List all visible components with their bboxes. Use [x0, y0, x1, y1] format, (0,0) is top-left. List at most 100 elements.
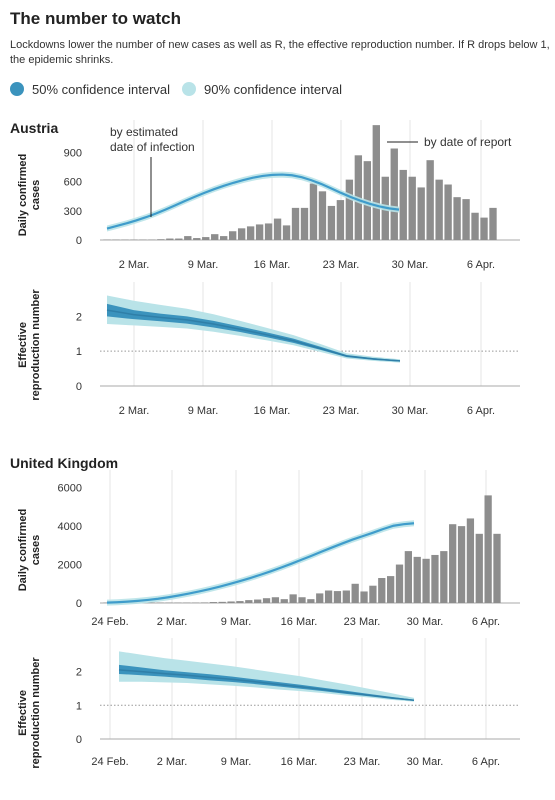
uk-cases-xtick-label: 30 Mar.: [407, 616, 444, 628]
uk-r-xtick-label: 16 Mar.: [281, 756, 318, 768]
uk-cases-bar: [262, 598, 271, 603]
uk-cases-bar: [245, 600, 253, 603]
austria-cases-bar: [175, 238, 183, 240]
uk-cases-bar: [183, 602, 191, 603]
austria-cases-bar: [453, 197, 461, 240]
uk-cases-bar: [440, 551, 448, 603]
austria-cases-infection-line: [106, 173, 400, 230]
uk-cases-bar: [466, 518, 475, 603]
uk-cases-bar: [280, 599, 288, 603]
austria-r-ylabel-line2: reproduction number: [30, 289, 42, 401]
uk-cases-xtick-label: 6 Apr.: [472, 616, 500, 628]
uk-cases-xtick-label: 9 Mar.: [221, 616, 252, 628]
austria-cases-bar: [264, 223, 273, 240]
uk-cases-infection-line: [106, 522, 415, 604]
austria-cases-bar: [103, 239, 111, 240]
legend-ci90-label: 90% confidence interval: [204, 81, 343, 97]
austria-cases-bar: [121, 239, 129, 240]
austria-cases-ytick-label: 0: [76, 235, 82, 247]
uk-cases-ylabel-line2: cases: [30, 535, 42, 566]
uk-cases-bar: [431, 554, 439, 603]
austria-cases-bar: [255, 224, 264, 240]
uk-cases-bar: [360, 591, 368, 603]
austria-cases-bar: [408, 176, 416, 240]
annotation-infection-line1: by estimated: [110, 125, 178, 139]
austria-cases-bar: [372, 125, 380, 240]
uk-cases-bar: [422, 558, 430, 603]
uk-r-ylabel-line1: Effective: [17, 690, 29, 736]
austria-cases-bar: [273, 218, 282, 240]
austria-cases-bar: [444, 184, 452, 240]
austria-cases-bar: [148, 239, 156, 240]
uk-cases-bar: [395, 564, 404, 603]
uk-cases-bar: [493, 533, 501, 603]
austria-cases-bar: [282, 225, 291, 240]
austria-r-ylabel-line1: Effective: [17, 322, 29, 368]
uk-cases-bar: [236, 601, 244, 603]
uk-cases-bar: [342, 590, 350, 603]
uk-r-ci90-band: [119, 651, 414, 702]
austria-cases-ylabel-line2: cases: [30, 180, 42, 211]
austria-cases-bar: [193, 238, 201, 240]
uk-cases-bar: [254, 599, 262, 603]
austria-r-median-line: [106, 309, 401, 362]
uk-cases-xtick-label: 2 Mar.: [157, 616, 188, 628]
austria-cases-bar: [139, 239, 147, 240]
austria-cases-bar: [435, 179, 443, 240]
austria-cases-bar: [345, 179, 354, 240]
uk-cases-ytick-label: 0: [76, 598, 82, 610]
uk-cases-xtick-label: 16 Mar.: [281, 616, 318, 628]
figure-title: The number to watch: [10, 9, 181, 28]
austria-r-ylabel: Effective reproduction number: [17, 289, 42, 401]
uk-cases-bar: [156, 602, 164, 603]
uk-cases-bar: [378, 578, 386, 603]
austria-cases-bar: [130, 239, 138, 240]
uk-cases-bar: [174, 602, 182, 603]
austria-r-ytick-label: 2: [76, 311, 82, 323]
annotation-report-label: by date of report: [424, 135, 512, 149]
austria-cases-ylabel: Daily confirmed cases: [17, 154, 42, 237]
uk-cases-bar: [147, 602, 155, 603]
uk-cases-bar: [484, 495, 492, 603]
uk-cases-bar: [351, 583, 359, 603]
uk-cases-xtick-label: 24 Feb.: [91, 616, 128, 628]
uk-cases-bar: [298, 597, 306, 603]
uk-r-xtick-label: 24 Feb.: [91, 756, 128, 768]
annotation-infection-line2: date of infection: [110, 140, 195, 154]
legend-ci50-swatch: [10, 82, 24, 96]
legend-ci90: 90% confidence interval: [182, 79, 342, 99]
austria-cases-bar: [462, 199, 470, 240]
uk-r-median-line: [118, 669, 415, 701]
austria-cases-bar: [220, 236, 228, 240]
uk-r-xtick-label: 23 Mar.: [344, 756, 381, 768]
austria-cases-bar: [309, 183, 318, 240]
legend-ci50: 50% confidence interval: [10, 79, 170, 99]
austria-cases-bar: [112, 239, 120, 240]
austria-cases-bar: [291, 207, 300, 240]
austria-cases-ytick-label: 600: [64, 177, 82, 189]
figure-subtitle: Lockdowns lower the number of new cases …: [10, 39, 550, 66]
austria-cases-xtick-label: 16 Mar.: [254, 259, 291, 271]
uk-cases-line-band: [107, 520, 414, 606]
austria-cases-bar: [318, 191, 327, 240]
austria-cases-bar: [417, 187, 425, 240]
uk-r-xtick-label: 2 Mar.: [157, 756, 188, 768]
austria-r-xtick-label: 16 Mar.: [254, 405, 291, 417]
austria-heading: Austria: [10, 120, 59, 136]
austria-cases-bar: [327, 205, 336, 240]
austria-r-xtick-label: 6 Apr.: [467, 405, 495, 417]
austria-r-ci90-band: [107, 295, 400, 363]
austria-cases-bar: [480, 217, 488, 240]
uk-cases-bar: [227, 601, 235, 603]
austria-r-xtick-label: 23 Mar.: [323, 405, 360, 417]
austria-cases-bar: [184, 236, 192, 240]
uk-heading: United Kingdom: [10, 455, 119, 471]
uk-r-ylabel-line2: reproduction number: [30, 657, 42, 769]
austria-cases-xtick-label: 30 Mar.: [392, 259, 429, 271]
uk-cases-bar: [289, 594, 297, 603]
uk-cases-ytick-label: 6000: [58, 483, 82, 495]
austria-r-xtick-label: 30 Mar.: [392, 405, 429, 417]
austria-cases-bar: [471, 212, 479, 240]
